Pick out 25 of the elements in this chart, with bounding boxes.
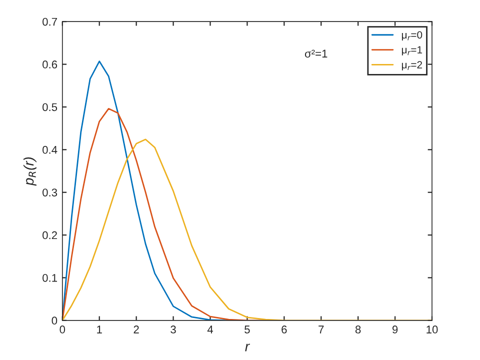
x-tick-label: 2 xyxy=(134,326,139,334)
y-tick-label: 0.2 xyxy=(42,231,57,240)
y-tick-label: 0.5 xyxy=(42,103,58,112)
x-tick-label: 7 xyxy=(318,326,324,334)
x-tick-label: 5 xyxy=(244,326,250,334)
x-tick-label: 3 xyxy=(170,326,176,334)
legend-label: μ$_{r}$=2 xyxy=(402,61,422,70)
y-tick-label: 0.1 xyxy=(42,274,57,282)
y-tick-label: 0 xyxy=(52,316,58,325)
y-tick-label: 0.4 xyxy=(42,146,58,154)
x-tick-label: 9 xyxy=(392,326,398,334)
legend-label: μ$_{r}$=1 xyxy=(402,46,422,56)
x-tick-label: 0 xyxy=(60,326,66,334)
y-tick-label: 0.7 xyxy=(42,18,57,26)
y-tick-label: 0.3 xyxy=(42,188,58,196)
x-tick-label: 4 xyxy=(207,326,214,334)
y-axis-title: p$_{R}$(r) xyxy=(23,157,36,186)
x-axis-title: r xyxy=(245,344,250,352)
legend-label: μ$_{r}$=0 xyxy=(402,31,422,41)
x-tick-label: 6 xyxy=(282,326,287,334)
x-tick-label: 8 xyxy=(355,326,361,334)
annotation: σ²=1 xyxy=(304,50,328,58)
x-tick-label: 1 xyxy=(97,326,102,334)
x-tick-label: 10 xyxy=(426,326,438,334)
y-tick-label: 0.6 xyxy=(42,60,58,68)
